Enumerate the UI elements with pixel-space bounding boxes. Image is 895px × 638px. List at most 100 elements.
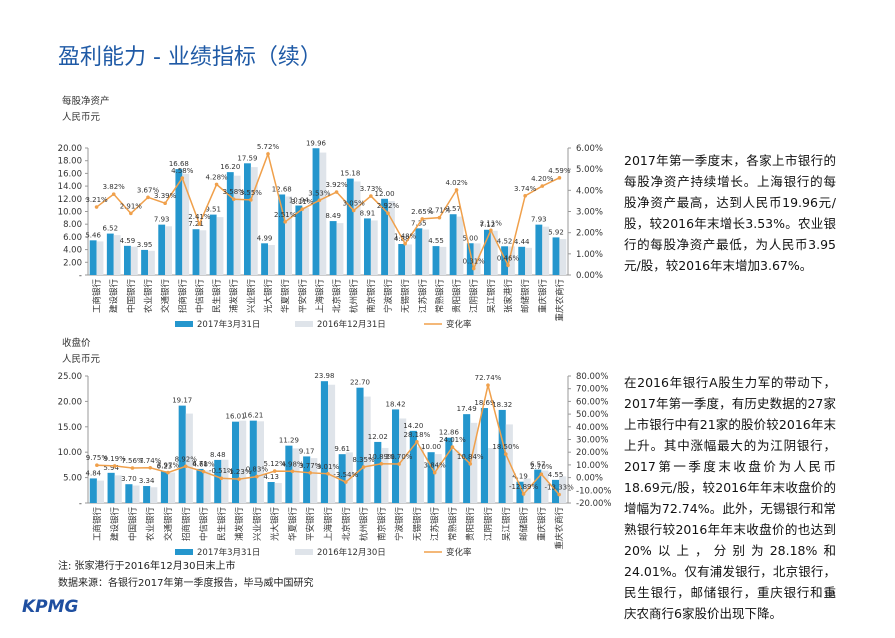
x-tick-label: 南京银行 — [366, 279, 377, 314]
x-tick-label: 华夏银行 — [280, 279, 291, 314]
bar-label: 6.23 — [157, 462, 173, 470]
y-tick-label: 20.00 — [58, 397, 82, 407]
bar-label: 12.02 — [368, 433, 388, 441]
line-point — [94, 205, 99, 209]
line-label: 4.20% — [531, 175, 554, 183]
line-label: 28.18% — [404, 431, 431, 439]
y-axis-label: 人民币元 — [62, 112, 101, 123]
line-label: 2.51% — [274, 211, 297, 219]
bar — [488, 448, 496, 503]
bar — [463, 414, 471, 503]
line-point — [450, 445, 455, 449]
line-point — [486, 383, 490, 388]
bar-label: 7.93 — [531, 216, 547, 224]
bar — [221, 459, 229, 503]
x-tick-label: 兴业银行 — [252, 507, 263, 542]
bar-label: 16.21 — [243, 412, 263, 420]
y-tick-label: 18.00 — [58, 157, 82, 167]
y2-tick-label: 2.00% — [576, 229, 603, 239]
line-point — [308, 471, 313, 475]
legend-swatch — [295, 321, 313, 327]
line-point — [343, 480, 348, 484]
line-label: 3.92% — [325, 181, 348, 189]
bar — [132, 485, 140, 503]
line-point — [506, 263, 510, 268]
bar-label: 9.17 — [299, 447, 315, 455]
bar-label: 7.12 — [480, 221, 496, 229]
line-point — [437, 215, 442, 220]
y-tick-label: 4.00 — [63, 246, 82, 256]
bar — [292, 448, 300, 503]
bar — [96, 241, 104, 275]
y-tick-label: 6.00 — [63, 233, 82, 243]
bar — [381, 198, 388, 275]
y-tick-label: 5.00 — [63, 474, 82, 484]
bar — [452, 450, 460, 503]
line-label: 3.05% — [343, 199, 366, 207]
line-series — [96, 151, 560, 271]
line-label: 4.28% — [205, 173, 228, 181]
line-point — [454, 188, 459, 192]
bar — [518, 246, 526, 275]
line-label: 3.53% — [308, 189, 331, 197]
line-label: 3.39% — [154, 192, 177, 200]
bar — [338, 454, 346, 503]
bar — [141, 249, 148, 275]
x-tick-label: 交通银行 — [163, 507, 174, 542]
bar — [160, 471, 168, 503]
bar-label: 3.70 — [121, 475, 137, 483]
line-point — [326, 471, 330, 476]
bar-label: 12.68 — [272, 185, 292, 193]
line-point — [523, 194, 527, 198]
line-label: 3.77% — [299, 462, 322, 470]
paragraph: 在2016年银行A股生力军的带动下，2017年第一季度，有历史数据的27家上市银… — [624, 375, 836, 621]
bar — [434, 454, 442, 503]
y-axis-label: 人民币元 — [62, 354, 101, 365]
bar-label: 19.96 — [306, 139, 327, 147]
x-tick-label: 中信银行 — [199, 507, 210, 542]
line-point — [130, 466, 135, 470]
x-tick-label: 招商银行 — [177, 279, 188, 314]
line-point — [557, 176, 562, 180]
bar — [525, 247, 532, 275]
bar — [216, 217, 224, 275]
x-tick-label: 贵阳银行 — [452, 279, 463, 314]
line-label: 2.11% — [480, 219, 503, 227]
y2-tick-label: 5.00% — [576, 165, 603, 175]
bar — [329, 221, 337, 275]
bar — [336, 223, 344, 275]
bar-label: 10.94 — [289, 197, 310, 205]
x-tick-label: 杭州银行 — [349, 279, 360, 314]
bar — [388, 200, 395, 275]
bar-label: 8.91 — [360, 209, 376, 217]
bar — [312, 148, 320, 275]
x-tick-label: 重庆农商行 — [554, 279, 565, 322]
bar — [449, 214, 457, 275]
bar — [353, 181, 361, 275]
bar-label: 4.13 — [263, 473, 279, 481]
logo: KPMG — [22, 597, 79, 617]
bar — [346, 178, 354, 275]
line-point — [503, 452, 508, 456]
x-tick-label: 北京银行 — [341, 507, 352, 542]
line-label: 0.83% — [246, 466, 269, 474]
y-tick-label: - — [79, 271, 82, 281]
legend-label: 2016年12月31日 — [317, 319, 386, 330]
bar-label: 16.20 — [220, 163, 240, 171]
line-label: 7.74% — [139, 457, 162, 465]
chart-title: 每股净资产 — [62, 95, 110, 107]
line-label: 3.58% — [223, 188, 246, 196]
bar-label: 4.55 — [548, 471, 564, 479]
bar-label: 10.00 — [421, 443, 441, 451]
legend-label: 2017年3月31日 — [197, 319, 260, 330]
bar — [278, 194, 286, 275]
line-point — [112, 464, 117, 468]
x-tick-label: 华夏银行 — [287, 507, 298, 542]
page-number: 18 — [823, 590, 836, 601]
bar-label: 5.92 — [548, 228, 564, 236]
legend-swatch — [175, 321, 193, 327]
line-label: 3.01% — [317, 463, 340, 471]
line-point — [420, 217, 425, 221]
bar — [130, 246, 138, 275]
